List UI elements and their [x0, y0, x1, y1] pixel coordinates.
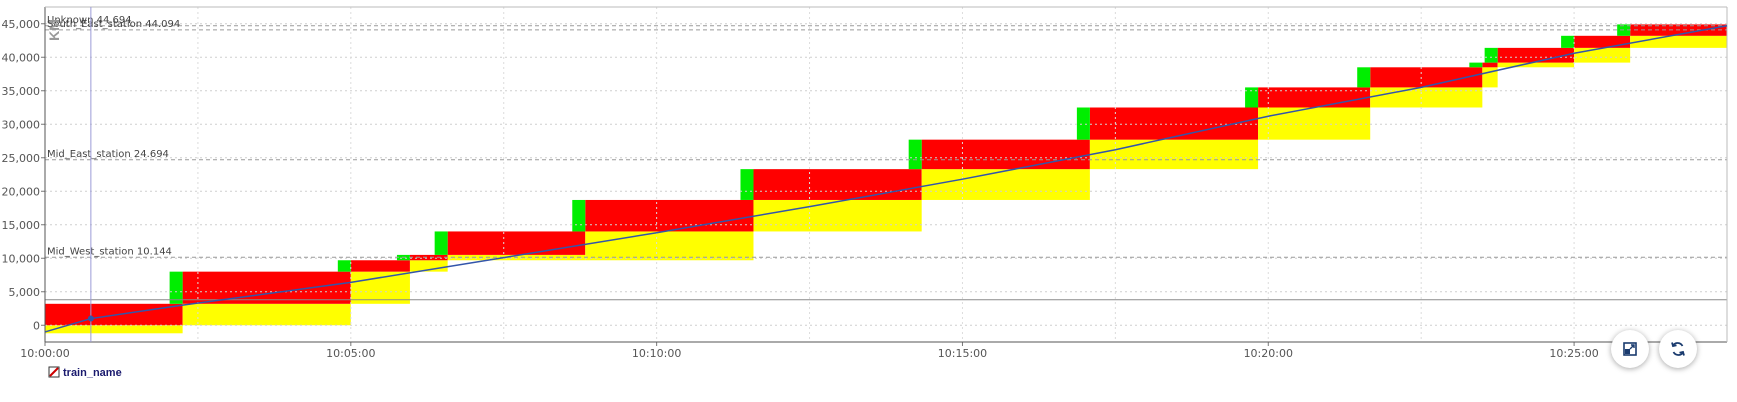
block-green	[740, 169, 754, 200]
block-yellow	[753, 199, 922, 232]
block-green	[1484, 47, 1498, 63]
block-red	[1482, 62, 1498, 68]
block-red	[1258, 87, 1371, 108]
block-green	[1076, 107, 1090, 140]
train-series	[44, 7, 1728, 342]
y-tick-label: 15,000	[2, 219, 41, 232]
legend[interactable]: train_name	[48, 366, 122, 379]
x-tick-label: 10:00:00	[20, 347, 69, 360]
y-tick-label: 10,000	[2, 252, 41, 265]
y-tick-label: 20,000	[2, 185, 41, 198]
x-tick-label: 10:15:00	[938, 347, 987, 360]
block-yellow	[1089, 139, 1259, 170]
station-label: South_East_station 44.094	[47, 19, 180, 30]
block-red	[1089, 107, 1259, 140]
block-green	[908, 139, 922, 170]
fit-to-screen-button[interactable]	[1611, 330, 1649, 368]
block-yellow	[1258, 107, 1371, 140]
block-green	[434, 231, 448, 255]
refresh-button[interactable]	[1659, 330, 1697, 368]
block-yellow	[1630, 35, 1727, 48]
cursor-point	[87, 315, 94, 322]
x-tick-label: 10:20:00	[1244, 347, 1293, 360]
y-tick-label: 5,000	[9, 286, 41, 299]
block-yellow	[409, 260, 448, 272]
station-label: Mid_East_station 24.694	[47, 149, 169, 160]
y-axis-label: KM	[46, 19, 62, 41]
block-red	[350, 260, 410, 272]
block-red	[921, 139, 1090, 170]
axes: 0 5,000 10,000 15,000 20,000 25,000 30,000 35,0…	[2, 6, 1728, 360]
y-tick-label: 35,000	[2, 85, 41, 98]
block-green	[1245, 87, 1259, 108]
block-red	[409, 254, 448, 261]
block-green	[1561, 35, 1575, 48]
grid-lines	[45, 7, 1727, 342]
block-yellow	[1497, 62, 1575, 68]
series-line	[44, 25, 1728, 333]
block-yellow	[350, 271, 410, 304]
block-yellow	[45, 325, 183, 334]
block-red	[585, 199, 754, 232]
x-tick-label: 10:25:00	[1549, 347, 1598, 360]
y-tick-label: 25,000	[2, 152, 41, 165]
legend-label: train_name	[63, 367, 122, 379]
x-tick-label: 10:05:00	[326, 347, 375, 360]
block-green	[169, 271, 183, 304]
block-red	[753, 169, 922, 200]
block-red	[1370, 67, 1483, 88]
y-tick-label: 40,000	[2, 51, 41, 64]
station-label: Unknown 44.694	[47, 15, 132, 26]
block-green	[337, 260, 351, 272]
occupancy-blocks	[45, 24, 1727, 334]
block-yellow	[921, 169, 1090, 200]
block-yellow	[1574, 47, 1631, 63]
block-yellow	[182, 303, 351, 326]
block-green	[1469, 62, 1483, 68]
fit-to-screen-icon	[1623, 342, 1637, 356]
refresh-icon	[1671, 342, 1685, 356]
block-red	[1574, 35, 1631, 48]
station-label: Mid_West_station 10.144	[47, 246, 172, 257]
y-tick-label: 30,000	[2, 118, 41, 131]
block-red	[1497, 47, 1575, 63]
legend-swatch-mark	[49, 367, 59, 377]
block-red	[447, 231, 586, 255]
block-red	[182, 271, 351, 304]
block-green	[1357, 67, 1371, 88]
y-tick-label: 45,000	[2, 18, 41, 31]
block-green	[572, 199, 586, 232]
y-tick-label: 0	[33, 319, 40, 332]
x-tick-label: 10:10:00	[632, 347, 681, 360]
block-yellow	[585, 231, 754, 261]
